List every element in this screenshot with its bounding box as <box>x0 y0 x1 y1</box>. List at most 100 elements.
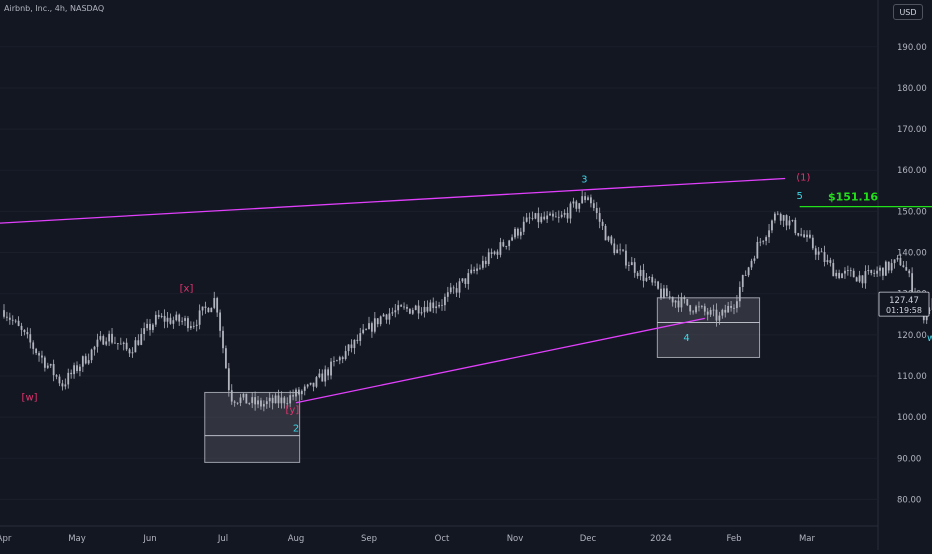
candle-body <box>82 356 84 366</box>
candle-body <box>727 306 729 313</box>
candle-body <box>202 307 204 311</box>
time-axis: AprMayJunJulAugSepOctNovDec2024FebMar <box>0 534 816 544</box>
symbol-title: Airbnb, Inc., 4h, NASDAQ <box>4 4 104 13</box>
candle-body <box>497 252 499 255</box>
candle-body <box>155 315 157 325</box>
candle-body <box>348 344 350 351</box>
candle-body <box>873 273 875 274</box>
candle-body <box>70 373 72 374</box>
candle-body <box>491 252 493 254</box>
candle-body <box>774 214 776 221</box>
candle-body <box>339 357 341 360</box>
candle-body <box>692 311 694 312</box>
y-tick-label: 160.00 <box>897 166 927 176</box>
candle-body <box>91 350 93 361</box>
candle-body <box>876 271 878 274</box>
x-tick-label: Sep <box>361 534 377 544</box>
candle-body <box>768 230 770 237</box>
candle-body <box>313 383 315 387</box>
candle-body <box>47 366 49 368</box>
candle-body <box>573 202 575 204</box>
candle-body <box>879 268 881 271</box>
candle-body <box>53 364 55 375</box>
candle-body <box>383 315 385 317</box>
candle-body <box>862 275 864 283</box>
candle-body <box>88 360 90 363</box>
candle-body <box>161 316 163 317</box>
wave-label: 2 <box>293 424 299 435</box>
y-tick-label: 190.00 <box>897 43 927 53</box>
candle-body <box>511 237 513 240</box>
candle-body <box>888 262 890 271</box>
candle-body <box>149 324 151 330</box>
candle-body <box>41 356 43 358</box>
candle-body <box>228 368 230 390</box>
candle-body <box>225 348 227 368</box>
x-tick-label: Jul <box>217 534 228 544</box>
candle-body <box>593 203 595 208</box>
candle-body <box>132 352 134 353</box>
x-tick-label: Apr <box>0 534 12 544</box>
candle-body <box>532 218 534 219</box>
candle-body <box>146 324 148 328</box>
wave-label: [x] <box>180 284 194 295</box>
candle-body <box>362 330 364 334</box>
candle-body <box>64 384 66 386</box>
candle-body <box>794 220 796 233</box>
candle-body <box>6 317 8 318</box>
candle-body <box>231 390 233 401</box>
candle-body <box>824 252 826 262</box>
candle-body <box>663 288 665 297</box>
candle-body <box>599 213 601 222</box>
candle-body <box>336 360 338 361</box>
y-tick-label: 180.00 <box>897 84 927 94</box>
candle-body <box>841 274 843 279</box>
candle-body <box>651 277 653 282</box>
candle-body <box>643 270 645 281</box>
candle-body <box>421 312 423 313</box>
y-tick-label: 100.00 <box>897 413 927 423</box>
candle-body <box>646 278 648 281</box>
candle-body <box>403 307 405 308</box>
candle-body <box>170 318 172 324</box>
candle-body <box>181 321 183 322</box>
candle-body <box>739 287 741 301</box>
candle-body <box>803 234 805 237</box>
candle-body <box>120 344 122 345</box>
wave-label: 3 <box>581 175 587 186</box>
candle-body <box>9 318 11 320</box>
candle-body <box>867 270 869 271</box>
candle-body <box>754 258 756 260</box>
candle-body <box>494 252 496 254</box>
candle-body <box>94 347 96 350</box>
candle-body <box>578 203 580 209</box>
candle-body <box>409 309 411 314</box>
candle-body <box>208 308 210 312</box>
candle-body <box>748 267 750 275</box>
candle-body <box>295 390 297 397</box>
candle-body <box>561 215 563 217</box>
candle-body <box>459 281 461 292</box>
candle-body <box>18 321 20 326</box>
candle-body <box>619 250 621 251</box>
candle-body <box>759 242 761 243</box>
x-tick-label: 2024 <box>650 534 672 544</box>
candle-body <box>777 214 779 215</box>
candle-body <box>721 310 723 316</box>
candle-body <box>648 277 650 278</box>
candle-body <box>634 262 636 273</box>
candle-body <box>882 268 884 276</box>
wave-label: 5 <box>797 191 803 202</box>
candle-body <box>797 233 799 235</box>
candle-body <box>99 336 101 340</box>
candle-body <box>356 340 358 341</box>
candle-body <box>377 318 379 324</box>
currency-button[interactable]: USD <box>893 4 923 20</box>
candle-body <box>371 323 373 332</box>
upper-wedge-line <box>0 178 785 223</box>
candle-body <box>102 336 104 345</box>
candle-body <box>184 318 186 321</box>
candle-body <box>751 261 753 268</box>
